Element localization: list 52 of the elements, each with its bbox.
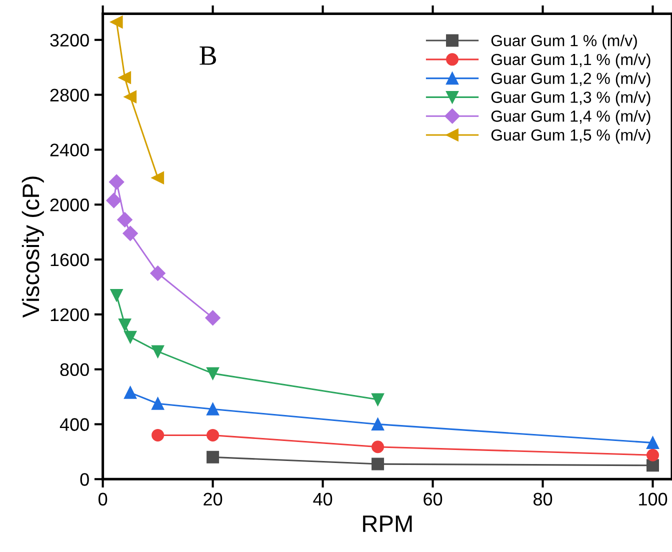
point [118, 318, 132, 331]
point [206, 367, 220, 380]
point [646, 459, 660, 472]
point [152, 397, 164, 410]
point [124, 90, 137, 104]
point [124, 386, 137, 399]
x-axis-title: RPM [363, 516, 412, 532]
legend-label: Guar Gum 1,2 % (m/v) [491, 72, 650, 88]
x-tick-label: 80 [534, 492, 552, 506]
point [646, 448, 660, 462]
point [205, 310, 220, 326]
legend-label: Guar Gum 1,1 % (m/v) [491, 53, 650, 68]
point [124, 330, 137, 344]
y-tick-label: 2000 [50, 198, 89, 212]
y-tick-label: 2800 [50, 88, 89, 102]
point [152, 172, 164, 184]
point [122, 226, 138, 241]
y-tick-label: 0 [80, 473, 89, 486]
x-tick-label: 60 [424, 492, 442, 506]
y-tick-label: 400 [60, 418, 89, 431]
point [206, 428, 220, 442]
point [108, 174, 124, 190]
y-tick-label: 1200 [50, 308, 89, 322]
legend-label: Guar Gum 1,3 % (m/v) [491, 91, 650, 106]
legend-label: Guar Gum 1 % (m/v) [491, 34, 637, 50]
y-tick-label: 800 [60, 363, 89, 376]
y-tick-label: 2400 [50, 144, 89, 156]
point [110, 288, 123, 302]
point [372, 418, 384, 430]
point [110, 16, 123, 28]
point [118, 71, 132, 84]
y-tick-label: 3200 [50, 34, 89, 47]
y-axis-title: Viscosity (cP) [22, 176, 44, 318]
legend-label: Guar Gum 1,4 % (m/v) [491, 110, 650, 125]
point [206, 450, 220, 464]
point [206, 402, 220, 416]
point [372, 393, 384, 406]
legend-label: Guar Gum 1,5 % (m/v) [491, 128, 650, 144]
point [106, 192, 122, 208]
point [152, 428, 164, 442]
x-tick-label: 100 [639, 492, 668, 506]
point [150, 266, 166, 281]
x-tick-label: 0 [98, 492, 108, 506]
point [152, 345, 164, 358]
point [372, 458, 384, 470]
annotation: B [200, 46, 216, 65]
y-tick-label: 1600 [50, 253, 89, 266]
point [372, 440, 384, 454]
point [117, 212, 132, 228]
x-tick-label: 20 [204, 492, 222, 506]
point [646, 436, 660, 450]
x-tick-label: 40 [313, 492, 332, 506]
